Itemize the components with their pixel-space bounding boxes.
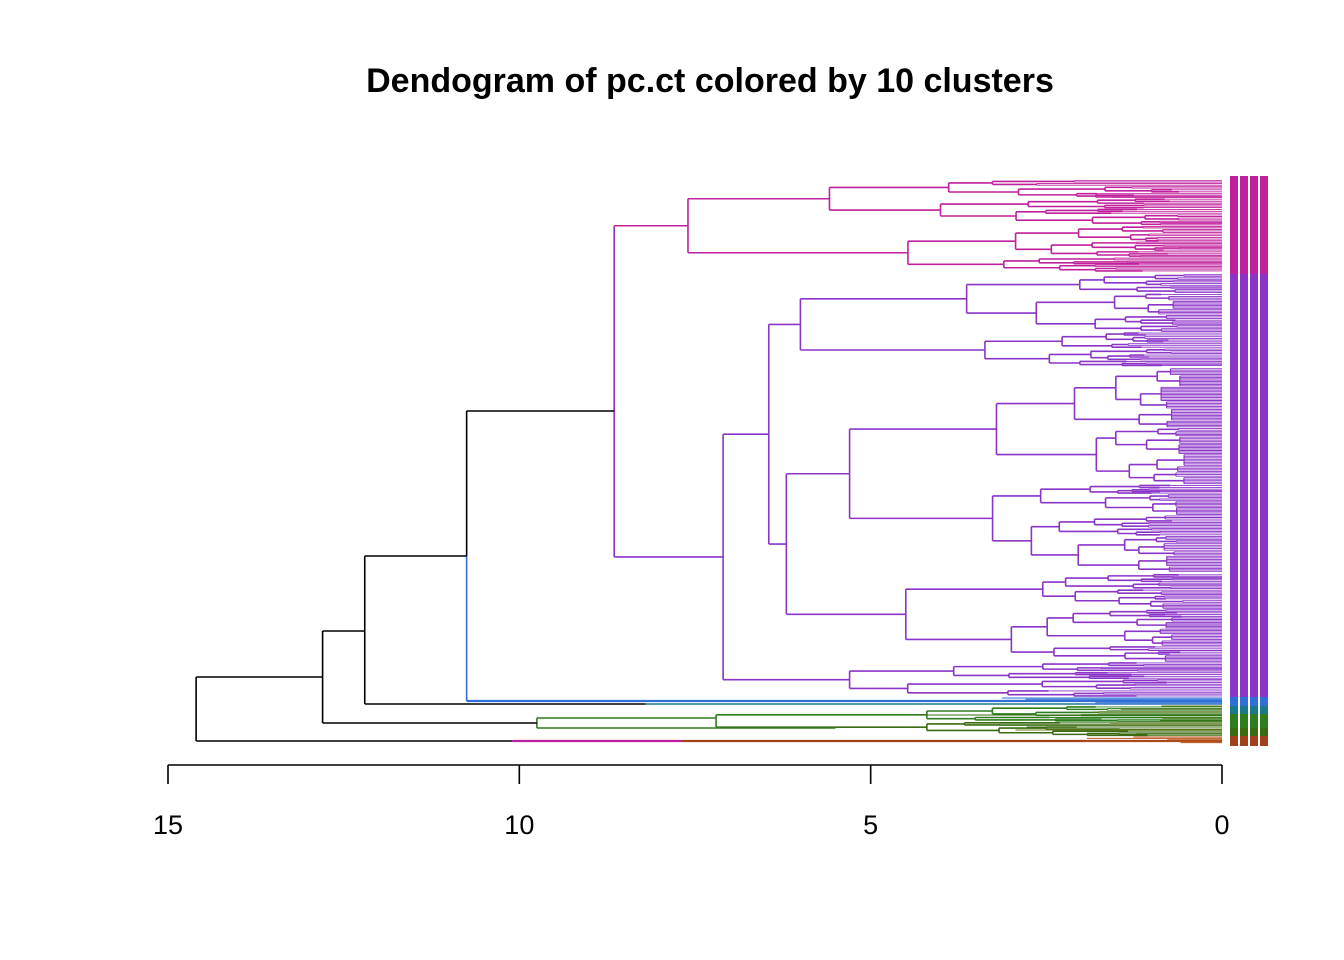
cluster-bar-segment <box>1240 728 1248 736</box>
cluster-bar-segment <box>1240 736 1248 746</box>
x-axis: 15 10 5 0 <box>153 764 1230 840</box>
chart-title: Dendogram of pc.ct colored by 10 cluster… <box>366 62 1054 100</box>
cluster-bar-segment <box>1230 274 1238 697</box>
cluster-bar-segment <box>1240 274 1248 697</box>
cluster-bar-segment <box>1250 714 1258 728</box>
x-tick-label: 10 <box>504 810 534 840</box>
dendrogram-tree <box>195 180 1185 742</box>
cluster-bar-segment <box>1250 274 1258 697</box>
cluster-color-bars <box>1230 176 1268 746</box>
cluster-bar-segment <box>1230 736 1238 746</box>
cluster-bar-segment <box>1250 736 1258 746</box>
cluster-bar-segment <box>1230 706 1238 714</box>
cluster-bar-segment <box>1250 697 1258 706</box>
cluster-bar-segment <box>1230 697 1238 706</box>
cluster-bar-segment <box>1250 706 1258 714</box>
cluster-bar-segment <box>1260 697 1268 706</box>
dendrogram-leaves <box>466 180 1222 744</box>
cluster-bar-segment <box>1260 728 1268 736</box>
cluster-bar-segment <box>1260 176 1268 274</box>
cluster-bar-segment <box>1260 274 1268 697</box>
x-tick-label: 5 <box>863 810 878 840</box>
cluster-bar-segment <box>1250 176 1258 274</box>
cluster-bar-segment <box>1260 714 1268 728</box>
cluster-bar-segment <box>1230 714 1238 728</box>
cluster-bar-segment <box>1240 697 1248 706</box>
cluster-bar-segment <box>1240 176 1248 274</box>
cluster-bar-segment <box>1230 728 1238 736</box>
cluster-bar-segment <box>1250 728 1258 736</box>
cluster-bar-segment <box>1260 736 1268 746</box>
cluster-bar-segment <box>1240 706 1248 714</box>
cluster-bar-segment <box>1260 706 1268 714</box>
x-tick-label: 0 <box>1214 810 1229 840</box>
cluster-bar-segment <box>1240 714 1248 728</box>
x-tick-label: 15 <box>153 810 183 840</box>
cluster-bar-segment <box>1230 176 1238 274</box>
